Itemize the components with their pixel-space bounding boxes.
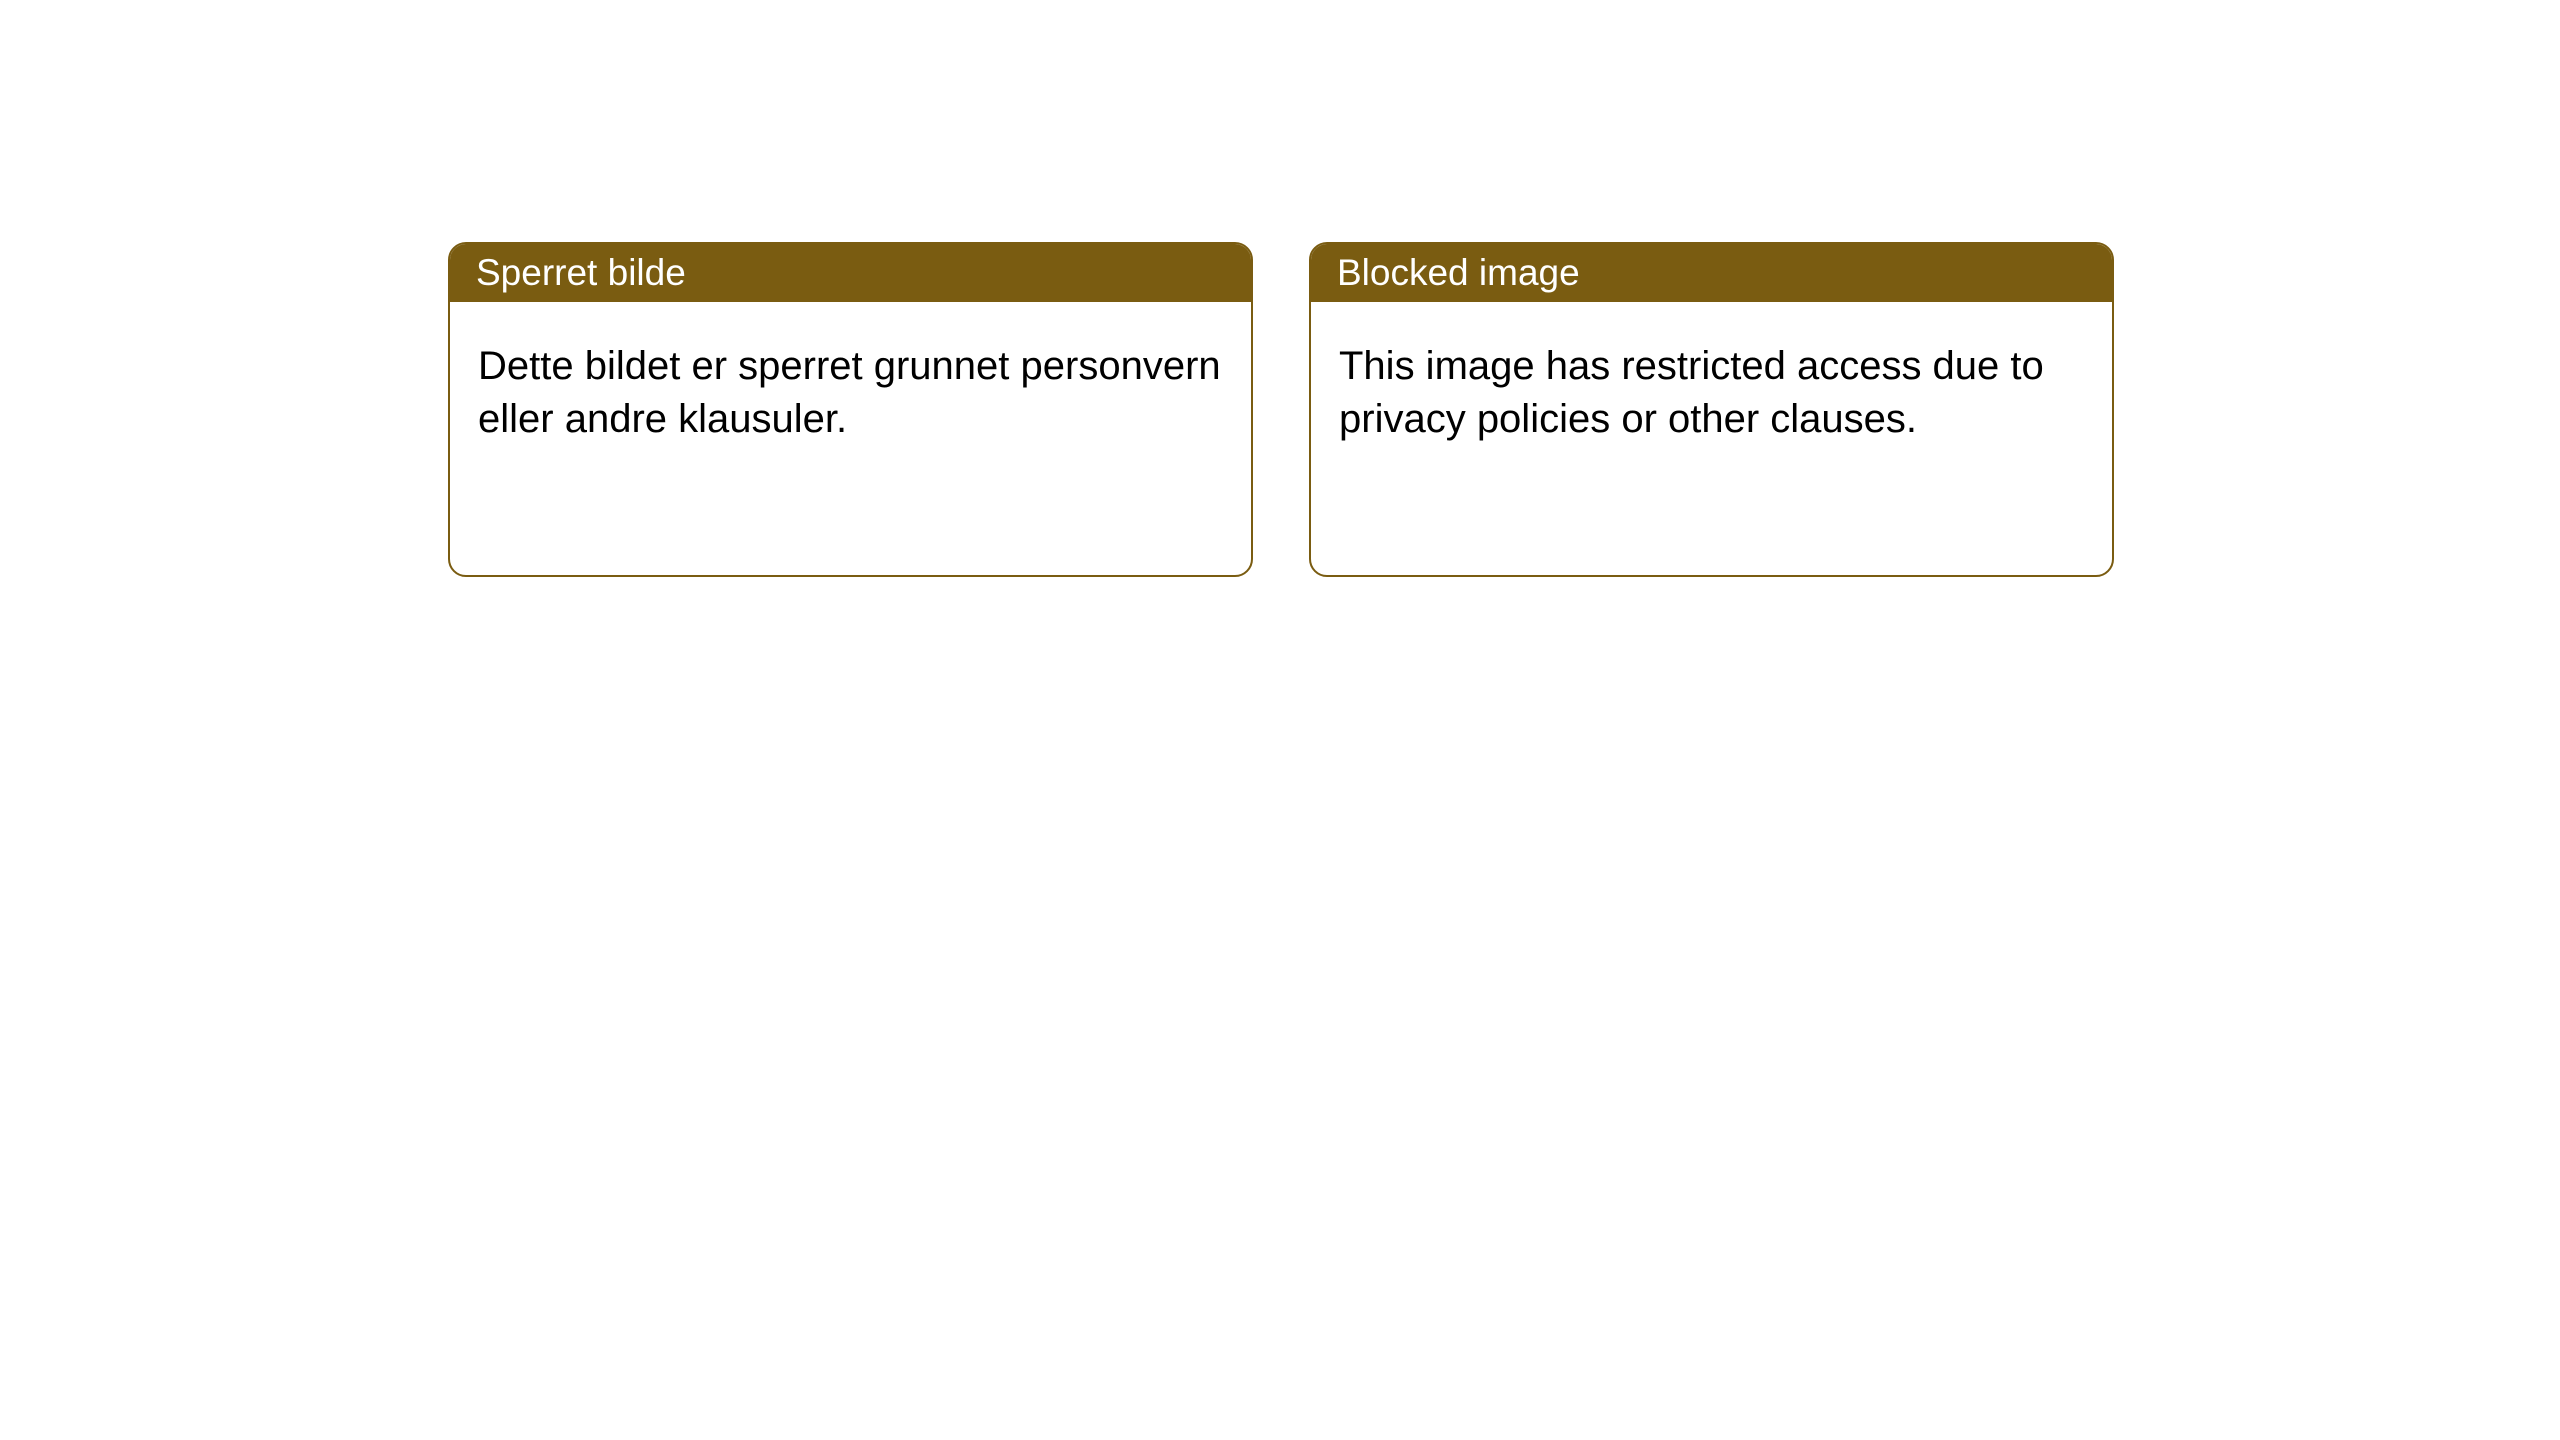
blocked-image-card-no: Sperret bilde Dette bildet er sperret gr… [448, 242, 1253, 577]
card-body-en: This image has restricted access due to … [1311, 302, 2112, 484]
card-title-no: Sperret bilde [476, 252, 686, 293]
card-header-no: Sperret bilde [450, 244, 1251, 302]
card-title-en: Blocked image [1337, 252, 1580, 293]
card-message-no: Dette bildet er sperret grunnet personve… [478, 344, 1221, 441]
cards-container: Sperret bilde Dette bildet er sperret gr… [448, 242, 2114, 577]
card-message-en: This image has restricted access due to … [1339, 344, 2044, 441]
card-body-no: Dette bildet er sperret grunnet personve… [450, 302, 1251, 484]
card-header-en: Blocked image [1311, 244, 2112, 302]
blocked-image-card-en: Blocked image This image has restricted … [1309, 242, 2114, 577]
